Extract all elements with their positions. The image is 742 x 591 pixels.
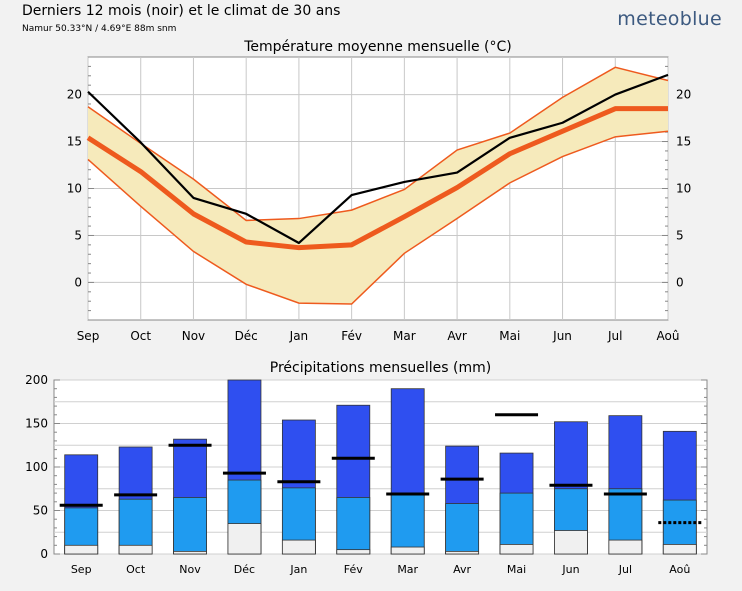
- temp-ytick-right: 20: [676, 88, 691, 102]
- temp-xtick-label: Nov: [182, 329, 205, 343]
- precip-bar-low: [554, 530, 588, 555]
- precip-xtick-label: Sep: [71, 563, 92, 576]
- temp-ytick-left: 15: [67, 135, 82, 149]
- temp-lower-line: [87, 130, 669, 305]
- precip-bar-low: [227, 523, 262, 555]
- precip-bar-mean: [499, 492, 534, 555]
- precip-bar-mean: [390, 494, 425, 555]
- precip-bar-low: [281, 539, 316, 555]
- chart-title: Derniers 12 mois (noir) et le climat de …: [22, 3, 341, 19]
- temp-range-band: [88, 67, 668, 305]
- temp-ytick-left: 5: [74, 228, 82, 242]
- temp-xtick-label: Avr: [447, 329, 467, 343]
- precip-bar-mean: [445, 503, 480, 555]
- temp-xtick-label: Jan: [289, 329, 309, 343]
- brand-logo: meteoblue: [617, 8, 722, 30]
- temp-ytick-left: 20: [67, 88, 82, 102]
- precip-bar-low: [662, 544, 697, 555]
- precip-xtick-label: Jul: [618, 563, 632, 576]
- precip-xtick-label: Fév: [344, 563, 363, 576]
- temp-ytick-right: 10: [676, 182, 691, 196]
- temp-xtick-label: Fév: [341, 329, 362, 343]
- precip-bar-low: [118, 544, 153, 555]
- precip-ytick-label: 150: [25, 417, 48, 431]
- precip-bar-low: [390, 546, 425, 555]
- temp-xtick-label: Mai: [499, 329, 520, 343]
- precip-bar-low: [499, 544, 534, 555]
- precip-chart-title: Précipitations mensuelles (mm): [270, 360, 492, 376]
- temp-ytick-right: 15: [676, 135, 691, 149]
- precip-xtick-label: Jan: [289, 563, 307, 576]
- precip-xtick-label: Mar: [397, 563, 418, 576]
- precip-bar-mean: [336, 497, 371, 555]
- precip-ytick-label: 50: [33, 504, 48, 518]
- temp-xtick-label: Jun: [552, 329, 572, 343]
- precip-xtick-label: Mai: [507, 563, 526, 576]
- temp-xtick-label: Déc: [235, 329, 258, 343]
- temp-xtick-label: Jul: [607, 329, 622, 343]
- temp-ytick-left: 0: [74, 275, 82, 289]
- temp-ytick-right: 0: [676, 275, 684, 289]
- precip-xtick-label: Aoû: [669, 563, 690, 576]
- precip-ytick-label: 200: [25, 373, 48, 387]
- precip-bar-low: [64, 544, 99, 555]
- temp-xtick-label: Aoû: [657, 329, 680, 343]
- temp-ytick-left: 10: [67, 182, 82, 196]
- precip-xtick-label: Avr: [453, 563, 471, 576]
- location-subtitle: Namur 50.33°N / 4.69°E 88m snm: [22, 24, 177, 34]
- temp-xtick-label: Mar: [393, 329, 416, 343]
- temp-xtick-label: Oct: [130, 329, 151, 343]
- temp-mean-line: [86, 106, 668, 251]
- precip-xtick-label: Nov: [179, 563, 201, 576]
- precip-bar-mean: [118, 498, 153, 555]
- precip-xtick-label: Jun: [561, 563, 579, 576]
- precip-bar-low: [173, 550, 207, 555]
- precip-ytick-label: 0: [40, 547, 48, 561]
- precip-xtick-label: Oct: [126, 563, 146, 576]
- temp-ytick-right: 5: [676, 228, 684, 242]
- precip-bar-low: [445, 550, 480, 555]
- temp-upper-line: [87, 66, 669, 222]
- precip-ytick-label: 100: [25, 460, 48, 474]
- precip-xtick-label: Déc: [234, 563, 255, 576]
- precip-bar-low: [608, 539, 643, 555]
- temp-recent-line: [87, 73, 669, 245]
- temp-chart-title: Température moyenne mensuelle (°C): [243, 39, 512, 55]
- precip-bar-low: [336, 549, 371, 555]
- temp-xtick-label: Sep: [77, 329, 100, 343]
- precip-bar-mean: [173, 497, 207, 555]
